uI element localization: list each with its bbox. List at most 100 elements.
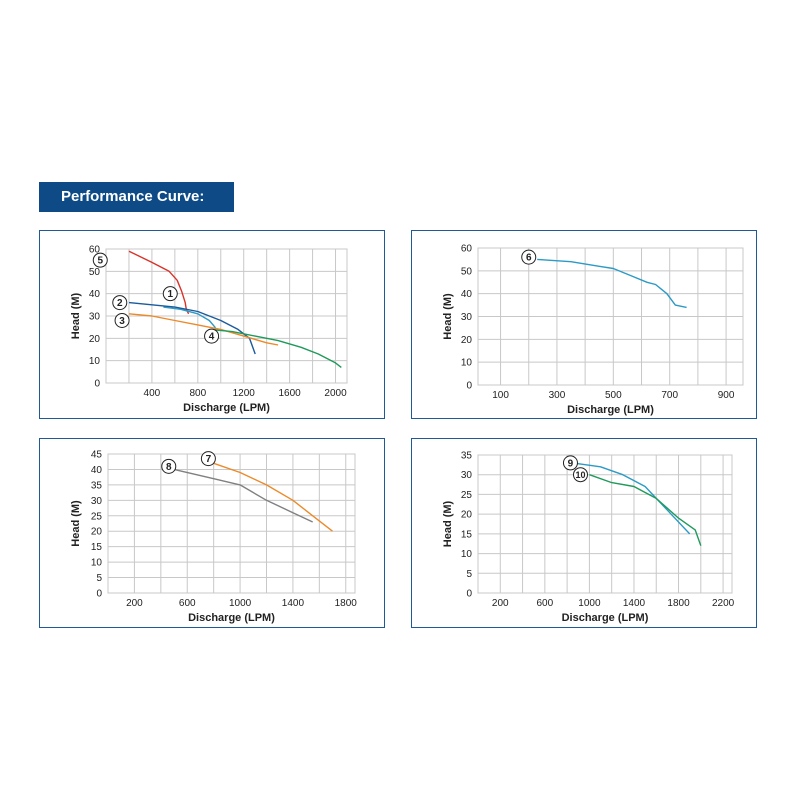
- chart-3-svg: 0 5 10 15 20 25 30 35 40 45 200 600 1000 1400 1800 Disc…: [70, 450, 358, 625]
- series-line-9: [572, 462, 691, 535]
- series-line-4: [209, 328, 342, 368]
- y-tick-label: 50: [89, 267, 101, 278]
- y-tick-label: 40: [461, 289, 473, 300]
- marker-circle: [162, 286, 178, 302]
- x-tick-label: 200: [492, 598, 509, 609]
- series-line-2: [128, 301, 256, 355]
- marker-circle: [204, 328, 220, 344]
- y-tick-label: 40: [91, 465, 103, 476]
- x-tick-label: 500: [605, 390, 622, 401]
- curve-marker-6: 6: [521, 249, 537, 265]
- curve-marker-2: 2: [112, 295, 128, 311]
- chart-panel-1: 0 10 20 30 40 50 60 400 800 1200 1600 2000 Discharge…: [39, 230, 385, 419]
- marker-label: 2: [117, 298, 123, 309]
- series-line-7: [213, 462, 333, 532]
- y-tick-label: 20: [461, 335, 473, 346]
- series-line-10: [589, 474, 702, 546]
- marker-label: 7: [206, 454, 212, 465]
- curve-marker-8: 8: [161, 458, 177, 474]
- x-tick-label: 1000: [229, 598, 252, 609]
- y-axis-title: Head (M): [442, 500, 454, 547]
- x-tick-label: 1800: [667, 598, 690, 609]
- marker-circle: [521, 249, 537, 265]
- x-tick-label: 600: [179, 598, 196, 609]
- curve-marker-1: 1: [162, 286, 178, 302]
- marker-label: 3: [119, 316, 125, 327]
- y-axis-title: Head (M): [70, 500, 82, 547]
- marker-circle: [112, 295, 128, 311]
- x-tick-label: 1000: [578, 598, 601, 609]
- marker-circle: [92, 252, 108, 268]
- marker-label: 8: [166, 462, 172, 473]
- x-axis-title: Discharge (LPM): [567, 404, 654, 416]
- y-tick-label: 5: [96, 573, 102, 584]
- x-tick-label: 1400: [623, 598, 646, 609]
- y-tick-label: 15: [91, 542, 103, 553]
- x-tick-label: 300: [549, 390, 566, 401]
- chart-1-svg: 0 10 20 30 40 50 60 400 800 1200 1600 2000 Discharge…: [70, 245, 348, 414]
- y-tick-label: 10: [461, 549, 473, 560]
- y-tick-label: 0: [96, 589, 102, 600]
- page-title: Performance Curve:: [61, 188, 205, 205]
- x-tick-label: 600: [536, 598, 553, 609]
- marker-label: 9: [568, 458, 574, 469]
- x-tick-label: 800: [189, 388, 206, 399]
- curve-marker-7: 7: [200, 451, 216, 467]
- x-tick-label: 1800: [335, 598, 358, 609]
- curve-marker-10: 10: [572, 467, 588, 483]
- y-tick-label: 30: [461, 312, 473, 323]
- y-tick-label: 30: [91, 496, 103, 507]
- marker-circle: [161, 458, 177, 474]
- chart-panel-3: 0 5 10 15 20 25 30 35 40 45 200 600 1000 1400 1800 Disc…: [39, 438, 385, 628]
- y-tick-label: 20: [89, 334, 101, 345]
- x-tick-label: 100: [492, 390, 509, 401]
- marker-label: 6: [526, 253, 532, 264]
- y-tick-label: 25: [91, 511, 103, 522]
- chart-4-svg: 0 5 10 15 20 25 30 35 200 600 1000 1400 1800 2200 Disc…: [442, 451, 735, 625]
- series-line-6: [537, 258, 687, 309]
- marker-label: 4: [209, 332, 215, 343]
- curve-marker-5: 5: [92, 252, 108, 268]
- y-tick-label: 10: [461, 358, 473, 369]
- marker-circle: [562, 455, 578, 471]
- x-tick-label: 200: [126, 598, 143, 609]
- x-axis-title: Discharge (LPM): [188, 612, 275, 624]
- y-tick-label: 5: [466, 569, 472, 580]
- x-tick-label: 700: [661, 390, 678, 401]
- series-line-8: [173, 468, 313, 523]
- marker-circle: [114, 312, 130, 328]
- curve-marker-9: 9: [562, 455, 578, 471]
- y-tick-label: 20: [91, 527, 103, 538]
- marker-circle: [572, 467, 588, 483]
- x-tick-label: 900: [718, 390, 735, 401]
- y-tick-label: 35: [461, 451, 473, 462]
- x-tick-label: 2000: [324, 388, 347, 399]
- chart-panel-2: 0 10 20 30 40 50 60 100 300 500 700 900 Discharge (L…: [411, 230, 757, 419]
- y-tick-label: 60: [89, 245, 101, 256]
- y-tick-label: 50: [461, 266, 473, 277]
- x-tick-label: 2200: [712, 598, 735, 609]
- marker-label: 5: [97, 256, 103, 267]
- x-axis-title: Discharge (LPM): [183, 402, 270, 414]
- marker-label: 10: [575, 470, 585, 480]
- chart-panel-4: 0 5 10 15 20 25 30 35 200 600 1000 1400 1800 2200 Disc…: [411, 438, 757, 628]
- y-tick-label: 15: [461, 529, 473, 540]
- y-tick-label: 30: [89, 312, 101, 323]
- y-tick-label: 45: [91, 450, 103, 461]
- x-tick-label: 1200: [233, 388, 256, 399]
- y-tick-label: 0: [94, 379, 100, 390]
- y-tick-label: 60: [461, 244, 473, 255]
- plot-area-border: [107, 453, 356, 594]
- y-tick-label: 40: [89, 289, 101, 300]
- chart-2-svg: 0 10 20 30 40 50 60 100 300 500 700 900 Discharge (L…: [442, 244, 744, 416]
- x-tick-label: 1400: [282, 598, 305, 609]
- y-tick-label: 25: [461, 490, 473, 501]
- y-axis-title: Head (M): [70, 292, 82, 339]
- curve-marker-3: 3: [114, 312, 130, 328]
- plot-area-border: [477, 454, 733, 594]
- y-tick-label: 10: [89, 356, 101, 367]
- page-title-banner: Performance Curve:: [39, 182, 234, 212]
- y-tick-label: 0: [466, 381, 472, 392]
- y-tick-label: 20: [461, 510, 473, 521]
- marker-circle: [200, 451, 216, 467]
